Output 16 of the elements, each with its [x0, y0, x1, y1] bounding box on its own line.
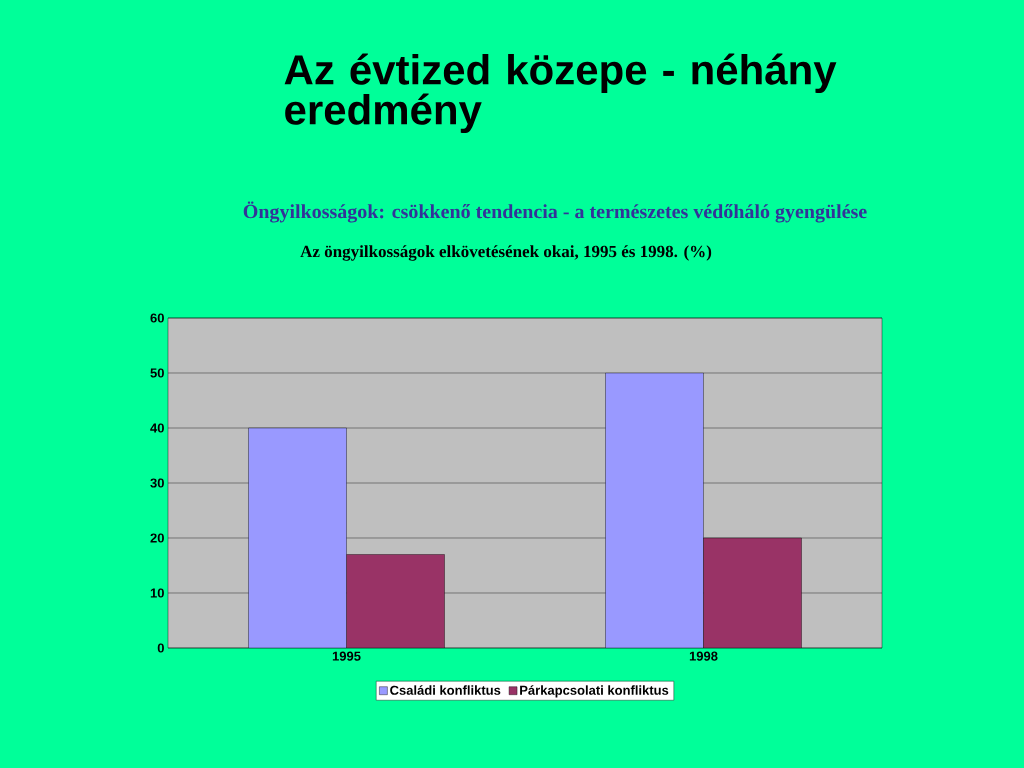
chart-title: Az öngyilkosságok elkövetésének okai, 1995 és 1998. (%) [300, 245, 712, 261]
y-tick-label: 10 [150, 588, 164, 598]
y-tick-label: 50 [150, 368, 164, 378]
x-tick-label: 1995 [332, 651, 361, 661]
y-tick-label: 20 [150, 533, 164, 543]
chart-subtitle: Öngyilkosságok: csökkenő tendencia - a természetes védőháló gyengülése [243, 201, 867, 223]
x-tick-label: 1998 [689, 651, 718, 661]
bar [248, 427, 347, 648]
y-tick-label: 0 [157, 643, 164, 653]
y-tick-label: 30 [150, 478, 164, 488]
legend-label: Párkapcsolati konfliktus [520, 685, 669, 698]
legend-label: Családi konfliktus [390, 685, 501, 695]
text: Az évtized közepe - néhány eredmény [284, 53, 837, 134]
bar [605, 372, 704, 648]
y-tick-label: 60 [150, 313, 164, 323]
y-tick-label: 40 [150, 423, 164, 433]
